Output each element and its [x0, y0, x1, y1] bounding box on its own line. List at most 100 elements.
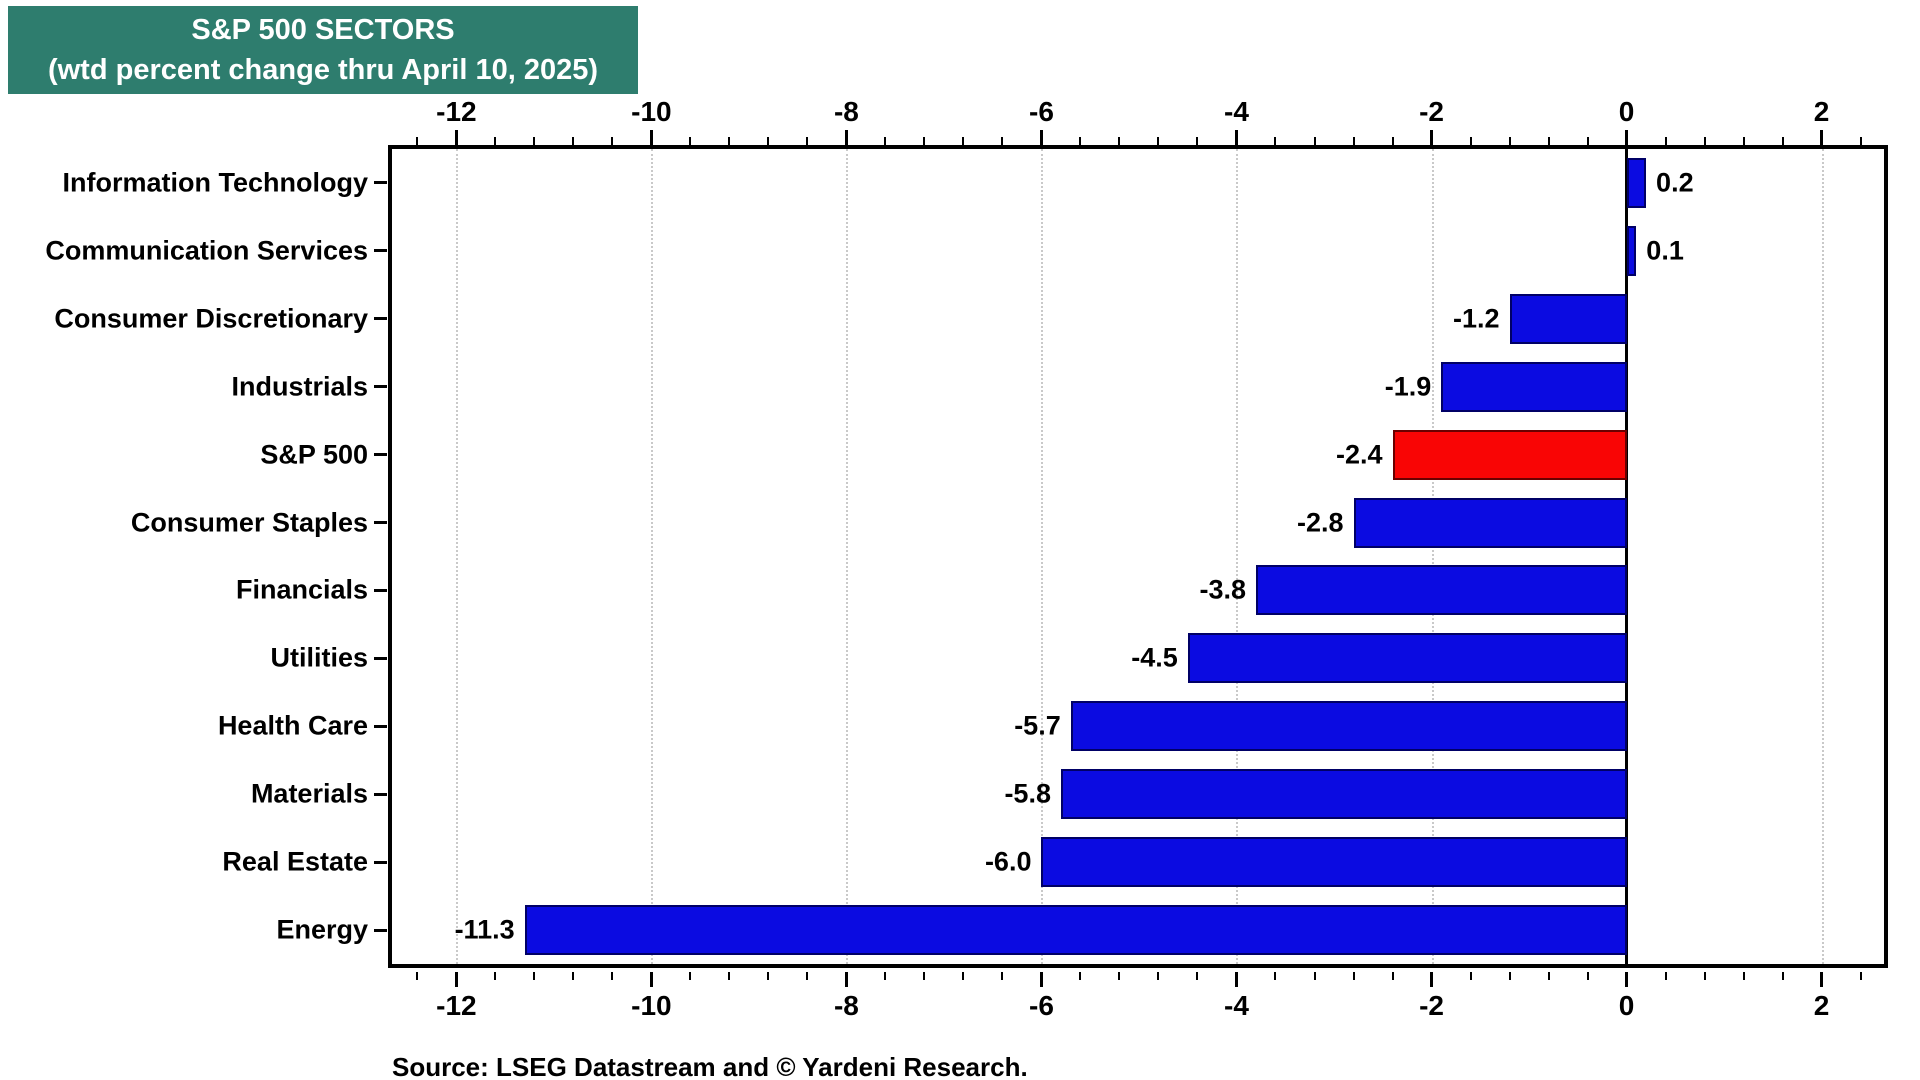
category-label-materials: Materials: [250, 778, 368, 809]
major-tick-top: [1039, 130, 1043, 145]
bar-utilities: [1187, 633, 1627, 684]
major-tick-bottom: [1820, 972, 1824, 987]
category-label-utilities: Utilities: [270, 642, 368, 673]
minor-tick-bottom: [1274, 972, 1277, 980]
minor-tick-top: [1157, 137, 1160, 145]
chart-title-box: S&P 500 SECTORS (wtd percent change thru…: [8, 6, 638, 94]
minor-tick-top: [923, 137, 926, 145]
minor-tick-bottom: [806, 972, 809, 980]
minor-tick-top: [572, 137, 575, 145]
minor-tick-bottom: [767, 972, 770, 980]
category-label-consumer-discretionary: Consumer Discretionary: [54, 303, 368, 334]
axis-tick-label-bottom: -12: [436, 990, 477, 1021]
major-tick-top: [1430, 130, 1434, 145]
minor-tick-bottom: [1781, 972, 1784, 980]
category-tick: [374, 249, 387, 253]
minor-tick-bottom: [572, 972, 575, 980]
minor-tick-top: [962, 137, 965, 145]
major-tick-top: [1625, 130, 1629, 145]
minor-tick-bottom: [1079, 972, 1082, 980]
bar-financials: [1255, 565, 1627, 616]
category-tick: [374, 724, 387, 728]
minor-tick-bottom: [1391, 972, 1394, 980]
bar-communication-services: [1626, 225, 1637, 276]
minor-tick-bottom: [1196, 972, 1199, 980]
value-label-financials: -3.8: [1199, 574, 1246, 605]
category-label-real-estate: Real Estate: [222, 846, 368, 877]
axis-tick-label-top: -2: [1419, 96, 1444, 127]
major-tick-top: [1234, 130, 1238, 145]
minor-tick-top: [1703, 137, 1706, 145]
category-label-information-technology: Information Technology: [62, 167, 369, 198]
bar-health-care: [1070, 701, 1627, 752]
value-label-s-p-500: -2.4: [1336, 439, 1383, 470]
bar-information-technology: [1626, 157, 1647, 208]
minor-tick-bottom: [611, 972, 614, 980]
category-label-industrials: Industrials: [231, 371, 368, 402]
axis-tick-label-top: 0: [1618, 96, 1635, 127]
zero-axis-line: [1625, 149, 1629, 964]
major-tick-top: [649, 130, 653, 145]
axis-tick-label-top: -4: [1224, 96, 1249, 127]
value-label-consumer-staples: -2.8: [1296, 507, 1344, 538]
axis-tick-label-top: 2: [1813, 96, 1830, 127]
minor-tick-top: [1508, 137, 1511, 145]
axis-tick-label-top: -6: [1029, 96, 1054, 127]
minor-tick-bottom: [1547, 972, 1550, 980]
category-label-s-p-500: S&P 500: [260, 439, 368, 470]
category-tick: [374, 181, 387, 185]
value-label-materials: -5.8: [1004, 778, 1051, 809]
minor-tick-top: [1079, 137, 1082, 145]
value-label-health-care: -5.7: [1014, 710, 1061, 741]
minor-tick-bottom: [1313, 972, 1316, 980]
minor-tick-bottom: [1469, 972, 1472, 980]
minor-tick-bottom: [923, 972, 926, 980]
minor-tick-top: [689, 137, 692, 145]
minor-tick-bottom: [1742, 972, 1745, 980]
value-label-information-technology: 0.2: [1656, 167, 1694, 198]
gridline: [456, 149, 459, 964]
axis-tick-label-bottom: 0: [1618, 990, 1635, 1021]
value-label-utilities: -4.5: [1131, 642, 1178, 673]
major-tick-top: [454, 130, 458, 145]
value-label-energy: -11.3: [454, 914, 515, 945]
minor-tick-top: [728, 137, 731, 145]
minor-tick-bottom: [1118, 972, 1121, 980]
value-label-communication-services: 0.1: [1646, 235, 1684, 266]
axis-tick-label-top: -12: [436, 96, 477, 127]
axis-tick-label-bottom: -8: [833, 990, 859, 1021]
gridline: [1041, 149, 1044, 964]
minor-tick-top: [1352, 137, 1355, 145]
category-tick: [374, 521, 387, 525]
minor-tick-top: [611, 137, 614, 145]
major-tick-bottom: [1234, 972, 1238, 987]
minor-tick-top: [1547, 137, 1550, 145]
minor-tick-top: [884, 137, 887, 145]
major-tick-bottom: [1625, 972, 1629, 987]
axis-tick-label-top: -8: [833, 96, 859, 127]
minor-tick-top: [1274, 137, 1277, 145]
category-tick: [374, 792, 387, 796]
minor-tick-top: [1859, 137, 1862, 145]
minor-tick-top: [1391, 137, 1394, 145]
major-tick-top: [844, 130, 848, 145]
category-label-consumer-staples: Consumer Staples: [130, 507, 368, 538]
category-tick: [374, 317, 387, 321]
minor-tick-bottom: [1001, 972, 1004, 980]
category-tick: [374, 588, 387, 592]
major-tick-bottom: [454, 972, 458, 987]
category-tick: [374, 385, 387, 389]
axis-tick-label-bottom: 2: [1813, 990, 1830, 1021]
minor-tick-bottom: [1586, 972, 1589, 980]
minor-tick-top: [1469, 137, 1472, 145]
minor-tick-bottom: [494, 972, 497, 980]
bar-materials: [1060, 769, 1627, 820]
minor-tick-top: [1118, 137, 1121, 145]
major-tick-bottom: [1430, 972, 1434, 987]
plot-area: 0.2 0.1 -1.2 -1.9 -2.4 -2.8 -3.8 -4.5 -5.7 -5.8 -6…: [392, 149, 1884, 964]
axis-tick-label-bottom: -6: [1029, 990, 1054, 1021]
minor-tick-bottom: [416, 972, 419, 980]
major-tick-bottom: [1039, 972, 1043, 987]
minor-tick-bottom: [533, 972, 536, 980]
minor-tick-bottom: [1157, 972, 1160, 980]
